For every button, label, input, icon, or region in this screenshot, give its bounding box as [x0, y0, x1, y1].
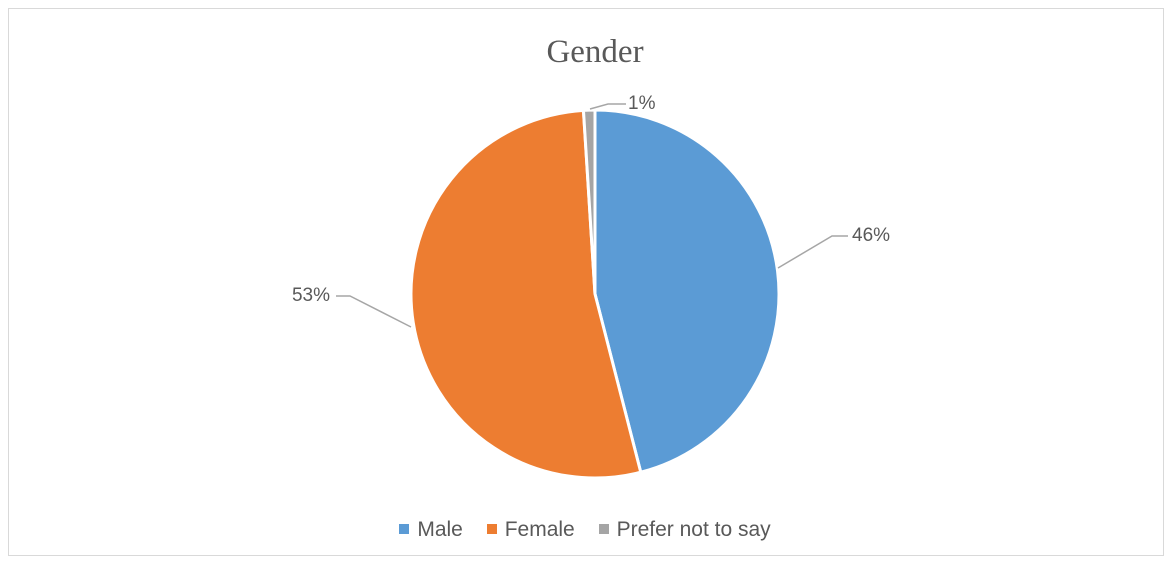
- legend-item-female: Female: [486, 518, 575, 542]
- legend-item-male: Male: [399, 518, 463, 542]
- legend-item-prefer-not-to-say: Prefer not to say: [598, 518, 771, 542]
- data-label-male: 46%: [852, 225, 890, 246]
- legend-swatch-male: [399, 524, 410, 534]
- data-label-prefer-not-to-say: 1%: [628, 93, 656, 114]
- pie-slice-prefer-not-to-say: [581, 108, 597, 295]
- legend-swatch-female: [486, 524, 497, 534]
- leader-line-prefer-not-to-say: [589, 103, 626, 110]
- pie-slice-male: [593, 108, 781, 475]
- leader-line-male: [777, 235, 848, 269]
- legend-label-male: Male: [417, 518, 463, 541]
- chart-title: Gender: [546, 34, 644, 70]
- data-label-female: 53%: [292, 285, 330, 306]
- leader-line-female: [336, 295, 412, 328]
- chart-legend: Male Female Prefer not to say: [0, 518, 1170, 542]
- legend-label-female: Female: [504, 518, 575, 541]
- legend-label-prefer-not-to-say: Prefer not to say: [616, 518, 771, 541]
- legend-swatch-prefer-not-to-say: [598, 524, 609, 534]
- pie-slice-female: [409, 108, 643, 480]
